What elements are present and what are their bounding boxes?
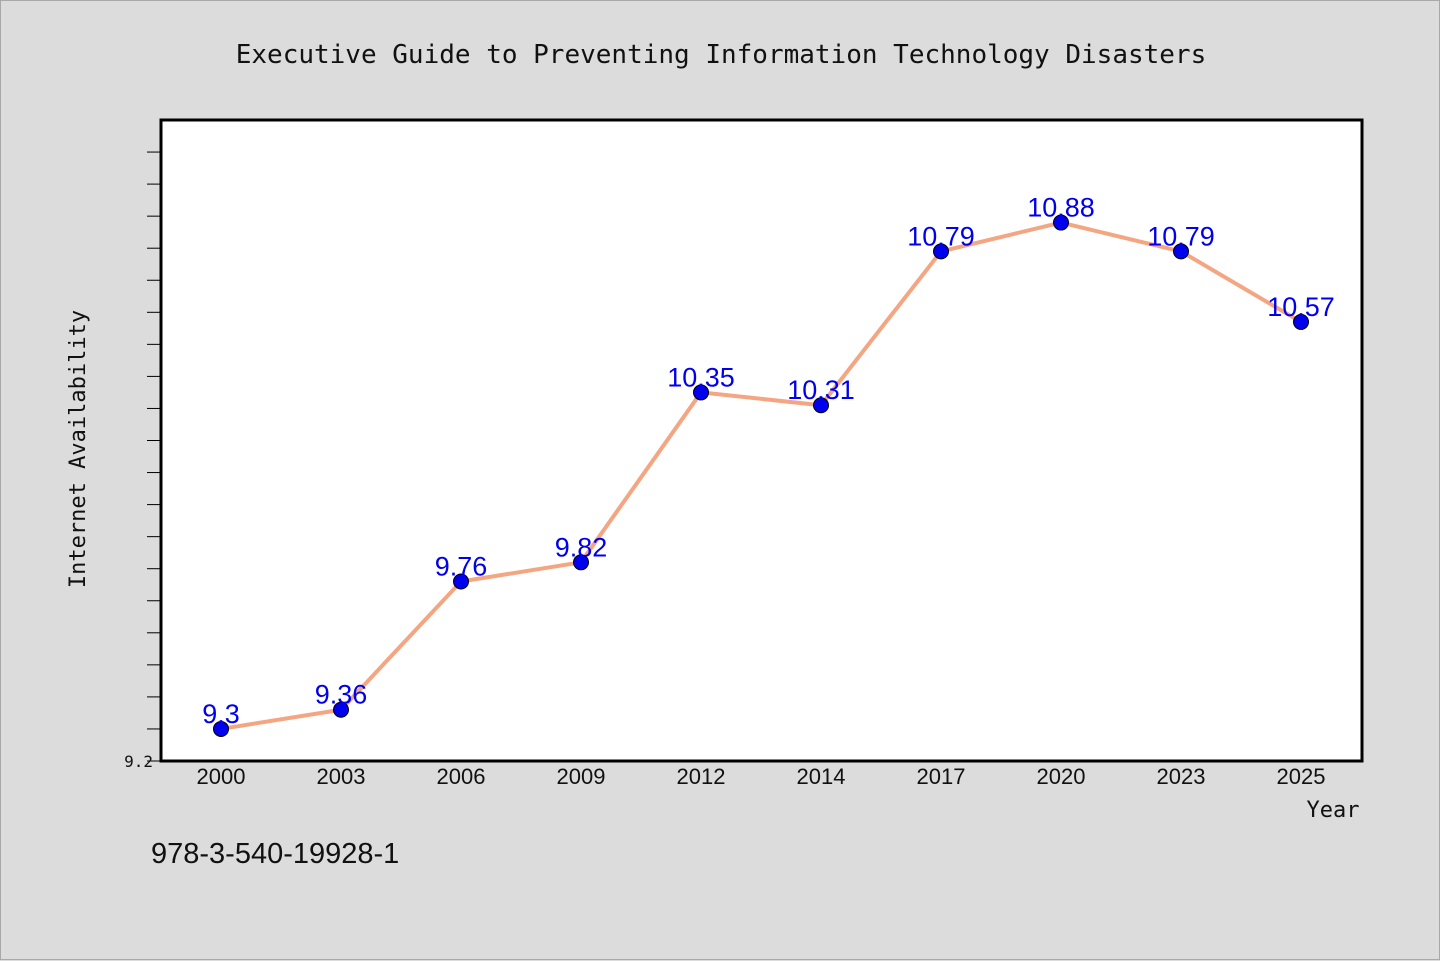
- data-point-marker: [453, 573, 469, 590]
- chart-title: Executive Guide to Preventing Informatio…: [236, 40, 1207, 70]
- data-point-marker: [333, 701, 349, 718]
- x-tick-label: 2006: [437, 764, 486, 789]
- data-label: 10.79: [907, 221, 975, 251]
- x-tick-label: 2020: [1037, 764, 1086, 789]
- x-tick-label: 2003: [317, 764, 366, 789]
- data-label: 10.35: [667, 362, 735, 392]
- plot-frame: [159, 118, 1364, 763]
- data-point-marker: [693, 384, 709, 401]
- data-point-marker: [933, 243, 949, 260]
- data-label: 9.3: [202, 699, 240, 729]
- plot-area: [161, 120, 1362, 761]
- y-axis-ticks: [147, 151, 161, 762]
- data-label: 10.79: [1147, 221, 1215, 251]
- data-label: 10.57: [1267, 292, 1335, 322]
- isbn-text: 978-3-540-19928-1: [151, 838, 399, 870]
- x-tick-label: 2023: [1157, 764, 1206, 789]
- data-point-marker: [213, 720, 229, 737]
- x-tick-label: 2014: [797, 764, 846, 789]
- data-labels: 9.3 9.36 9.76 9.82 10.35 10.31 10.79 10.88 10.79…: [202, 193, 1335, 729]
- y-axis-label: Internet Availability: [66, 310, 91, 588]
- x-axis-tick-labels: 2000 2003 2006 2009 2012 2014 2017 2020 2023 2025: [197, 764, 1326, 789]
- x-tick-label: 2025: [1277, 764, 1326, 789]
- y-tick-label: 9.2: [124, 752, 153, 771]
- series-line: [219, 220, 1303, 731]
- data-label: 9.82: [555, 532, 608, 562]
- data-point-marker: [1053, 214, 1069, 231]
- data-point-marker: [573, 554, 589, 571]
- data-point-marker: [813, 397, 829, 414]
- data-point-marker: [1293, 313, 1309, 330]
- x-tick-label: 2009: [557, 764, 606, 789]
- x-axis-label: Year: [1307, 798, 1360, 823]
- data-label: 10.31: [787, 375, 855, 405]
- data-label: 10.88: [1027, 193, 1095, 223]
- data-label: 9.36: [315, 680, 368, 710]
- data-label: 9.76: [435, 552, 488, 582]
- x-tick-label: 2012: [677, 764, 726, 789]
- data-point-marker: [1173, 243, 1189, 260]
- series-markers: [213, 214, 1309, 737]
- x-tick-label: 2017: [917, 764, 966, 789]
- x-tick-label: 2000: [197, 764, 246, 789]
